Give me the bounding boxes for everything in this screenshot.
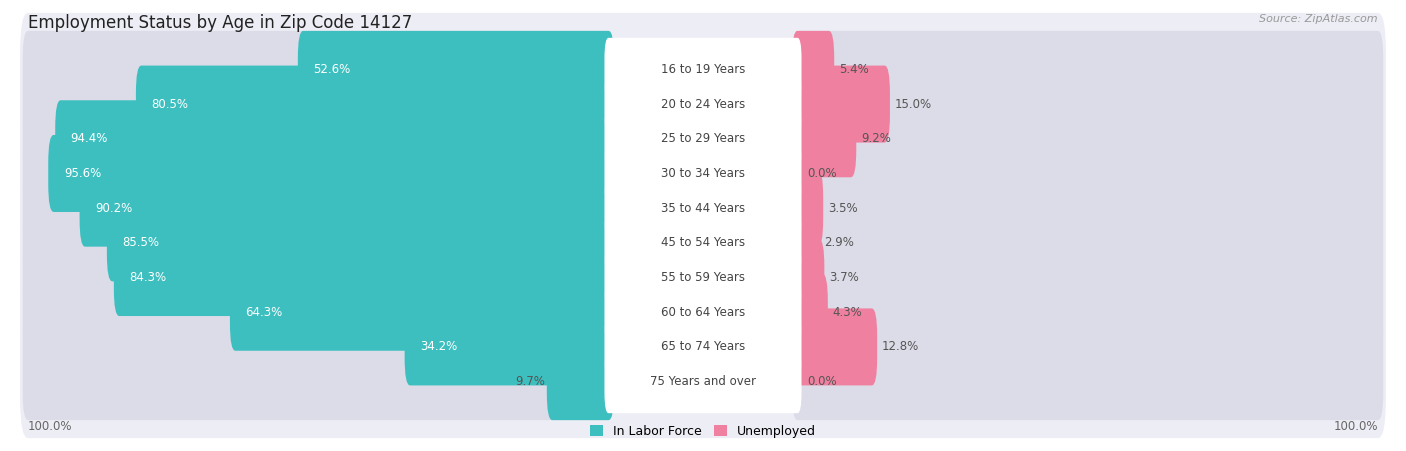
Text: 5.4%: 5.4% bbox=[839, 63, 869, 76]
FancyBboxPatch shape bbox=[792, 170, 823, 247]
FancyBboxPatch shape bbox=[792, 308, 877, 386]
FancyBboxPatch shape bbox=[605, 177, 801, 240]
Text: 25 to 29 Years: 25 to 29 Years bbox=[661, 132, 745, 145]
FancyBboxPatch shape bbox=[22, 308, 614, 386]
FancyBboxPatch shape bbox=[605, 211, 801, 274]
FancyBboxPatch shape bbox=[792, 239, 824, 316]
FancyBboxPatch shape bbox=[792, 343, 1384, 420]
Text: 20 to 24 Years: 20 to 24 Years bbox=[661, 97, 745, 110]
FancyBboxPatch shape bbox=[22, 343, 614, 420]
Text: 94.4%: 94.4% bbox=[70, 132, 108, 145]
FancyBboxPatch shape bbox=[20, 152, 1386, 265]
FancyBboxPatch shape bbox=[22, 274, 614, 351]
Text: 80.5%: 80.5% bbox=[152, 97, 188, 110]
Text: 2.9%: 2.9% bbox=[824, 236, 855, 249]
FancyBboxPatch shape bbox=[792, 204, 820, 281]
FancyBboxPatch shape bbox=[605, 315, 801, 378]
FancyBboxPatch shape bbox=[20, 82, 1386, 195]
Text: 100.0%: 100.0% bbox=[1333, 420, 1378, 433]
Legend: In Labor Force, Unemployed: In Labor Force, Unemployed bbox=[585, 420, 821, 443]
FancyBboxPatch shape bbox=[48, 135, 614, 212]
Text: Source: ZipAtlas.com: Source: ZipAtlas.com bbox=[1260, 14, 1378, 23]
FancyBboxPatch shape bbox=[792, 100, 1384, 177]
Text: 4.3%: 4.3% bbox=[832, 306, 862, 319]
FancyBboxPatch shape bbox=[22, 65, 614, 143]
Text: 12.8%: 12.8% bbox=[882, 341, 920, 354]
FancyBboxPatch shape bbox=[792, 274, 828, 351]
Text: 45 to 54 Years: 45 to 54 Years bbox=[661, 236, 745, 249]
FancyBboxPatch shape bbox=[792, 65, 890, 143]
FancyBboxPatch shape bbox=[107, 204, 614, 281]
FancyBboxPatch shape bbox=[792, 204, 1384, 281]
Text: Employment Status by Age in Zip Code 14127: Employment Status by Age in Zip Code 141… bbox=[28, 14, 412, 32]
FancyBboxPatch shape bbox=[547, 343, 614, 420]
FancyBboxPatch shape bbox=[136, 65, 614, 143]
Text: 65 to 74 Years: 65 to 74 Years bbox=[661, 341, 745, 354]
FancyBboxPatch shape bbox=[605, 142, 801, 205]
FancyBboxPatch shape bbox=[55, 100, 614, 177]
Text: 95.6%: 95.6% bbox=[63, 167, 101, 180]
Text: 60 to 64 Years: 60 to 64 Years bbox=[661, 306, 745, 319]
FancyBboxPatch shape bbox=[22, 135, 614, 212]
Text: 35 to 44 Years: 35 to 44 Years bbox=[661, 202, 745, 215]
FancyBboxPatch shape bbox=[22, 100, 614, 177]
FancyBboxPatch shape bbox=[792, 239, 1384, 316]
FancyBboxPatch shape bbox=[792, 31, 1384, 108]
FancyBboxPatch shape bbox=[20, 117, 1386, 230]
Text: 100.0%: 100.0% bbox=[28, 420, 73, 433]
Text: 3.5%: 3.5% bbox=[828, 202, 858, 215]
FancyBboxPatch shape bbox=[792, 135, 1384, 212]
FancyBboxPatch shape bbox=[792, 170, 1384, 247]
FancyBboxPatch shape bbox=[20, 325, 1386, 438]
Text: 90.2%: 90.2% bbox=[96, 202, 132, 215]
Text: 64.3%: 64.3% bbox=[246, 306, 283, 319]
FancyBboxPatch shape bbox=[231, 274, 614, 351]
FancyBboxPatch shape bbox=[22, 31, 614, 108]
FancyBboxPatch shape bbox=[298, 31, 614, 108]
FancyBboxPatch shape bbox=[792, 100, 856, 177]
Text: 16 to 19 Years: 16 to 19 Years bbox=[661, 63, 745, 76]
FancyBboxPatch shape bbox=[405, 308, 614, 386]
Text: 34.2%: 34.2% bbox=[420, 341, 457, 354]
FancyBboxPatch shape bbox=[792, 31, 834, 108]
Text: 0.0%: 0.0% bbox=[807, 167, 837, 180]
Text: 9.2%: 9.2% bbox=[860, 132, 891, 145]
FancyBboxPatch shape bbox=[792, 274, 1384, 351]
FancyBboxPatch shape bbox=[605, 107, 801, 170]
Text: 9.7%: 9.7% bbox=[516, 375, 546, 388]
FancyBboxPatch shape bbox=[20, 290, 1386, 404]
Text: 55 to 59 Years: 55 to 59 Years bbox=[661, 271, 745, 284]
FancyBboxPatch shape bbox=[20, 13, 1386, 126]
FancyBboxPatch shape bbox=[792, 308, 1384, 386]
FancyBboxPatch shape bbox=[22, 239, 614, 316]
FancyBboxPatch shape bbox=[605, 38, 801, 101]
Text: 0.0%: 0.0% bbox=[807, 375, 837, 388]
FancyBboxPatch shape bbox=[792, 65, 1384, 143]
Text: 75 Years and over: 75 Years and over bbox=[650, 375, 756, 388]
FancyBboxPatch shape bbox=[114, 239, 614, 316]
FancyBboxPatch shape bbox=[605, 73, 801, 136]
Text: 30 to 34 Years: 30 to 34 Years bbox=[661, 167, 745, 180]
FancyBboxPatch shape bbox=[80, 170, 614, 247]
FancyBboxPatch shape bbox=[605, 281, 801, 344]
FancyBboxPatch shape bbox=[20, 186, 1386, 299]
FancyBboxPatch shape bbox=[605, 246, 801, 309]
FancyBboxPatch shape bbox=[22, 170, 614, 247]
Text: 15.0%: 15.0% bbox=[894, 97, 932, 110]
FancyBboxPatch shape bbox=[20, 221, 1386, 334]
FancyBboxPatch shape bbox=[20, 47, 1386, 161]
FancyBboxPatch shape bbox=[22, 204, 614, 281]
Text: 84.3%: 84.3% bbox=[129, 271, 166, 284]
FancyBboxPatch shape bbox=[605, 350, 801, 413]
Text: 52.6%: 52.6% bbox=[314, 63, 350, 76]
Text: 85.5%: 85.5% bbox=[122, 236, 159, 249]
Text: 3.7%: 3.7% bbox=[830, 271, 859, 284]
FancyBboxPatch shape bbox=[20, 256, 1386, 369]
